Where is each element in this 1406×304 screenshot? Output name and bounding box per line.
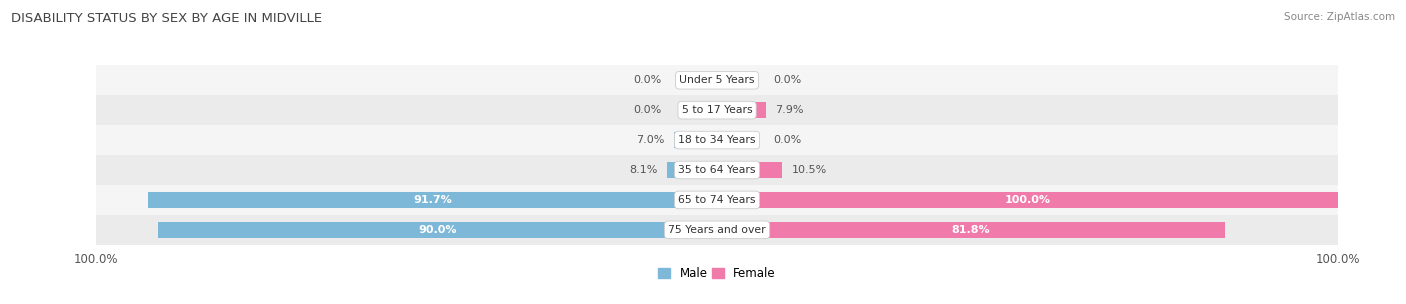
Text: 7.9%: 7.9% (776, 105, 804, 115)
Text: 35 to 64 Years: 35 to 64 Years (678, 165, 756, 175)
Bar (148, 192, 717, 208)
Bar (96, 95, 1339, 125)
Bar (717, 162, 782, 178)
Text: 90.0%: 90.0% (419, 225, 457, 235)
Bar (157, 222, 717, 238)
Text: 0.0%: 0.0% (633, 105, 661, 115)
Bar (717, 222, 1225, 238)
Text: 5 to 17 Years: 5 to 17 Years (682, 105, 752, 115)
Text: DISABILITY STATUS BY SEX BY AGE IN MIDVILLE: DISABILITY STATUS BY SEX BY AGE IN MIDVI… (11, 12, 322, 25)
Bar (717, 192, 1339, 208)
Bar (96, 185, 1339, 215)
Bar (96, 155, 1339, 185)
Text: 0.0%: 0.0% (773, 75, 801, 85)
Text: 8.1%: 8.1% (628, 165, 658, 175)
Text: 75 Years and over: 75 Years and over (668, 225, 766, 235)
Text: 65 to 74 Years: 65 to 74 Years (678, 195, 756, 205)
Text: Under 5 Years: Under 5 Years (679, 75, 755, 85)
Bar (96, 65, 1339, 95)
Bar (666, 162, 717, 178)
Text: 18 to 34 Years: 18 to 34 Years (678, 135, 756, 145)
Text: 7.0%: 7.0% (636, 135, 664, 145)
Text: 0.0%: 0.0% (773, 135, 801, 145)
Text: Source: ZipAtlas.com: Source: ZipAtlas.com (1284, 12, 1395, 22)
Text: 81.8%: 81.8% (952, 225, 990, 235)
Bar (673, 132, 717, 148)
Bar (96, 125, 1339, 155)
Legend: Male, Female: Male, Female (654, 262, 780, 285)
Text: 10.5%: 10.5% (792, 165, 827, 175)
Bar (96, 215, 1339, 245)
Bar (717, 102, 766, 118)
Text: 100.0%: 100.0% (1005, 195, 1050, 205)
Text: 91.7%: 91.7% (413, 195, 451, 205)
Text: 0.0%: 0.0% (633, 75, 661, 85)
